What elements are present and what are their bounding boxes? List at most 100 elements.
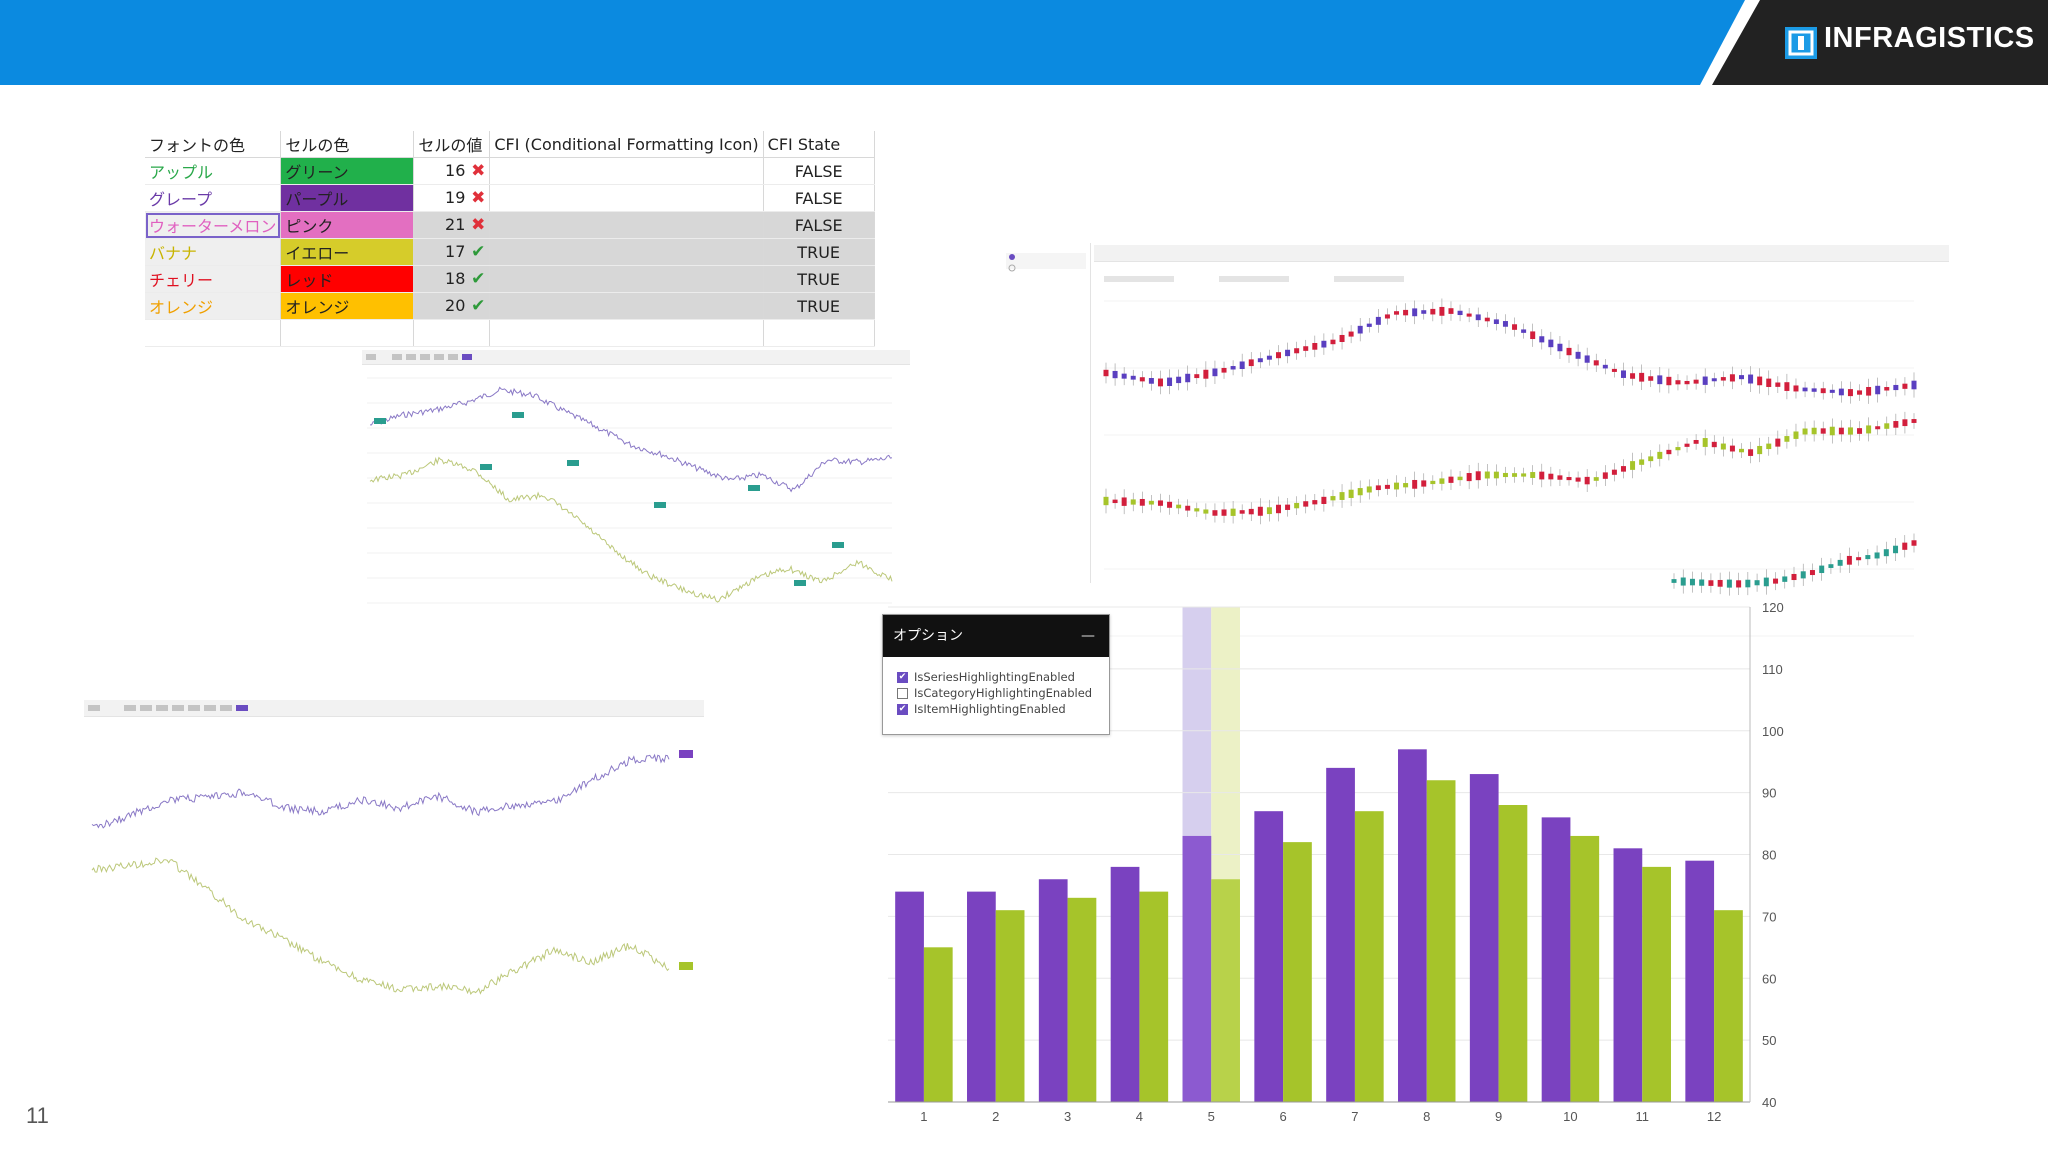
state-cell[interactable]: FALSE <box>763 211 875 239</box>
font-color-cell[interactable]: チェリー <box>145 265 282 293</box>
checkbox-checked-icon[interactable]: ✔ <box>897 703 908 715</box>
candle-body <box>1866 425 1872 434</box>
candle-body <box>1312 500 1318 505</box>
cell-color-cell[interactable]: イエロー <box>280 238 415 266</box>
checkbox-unchecked-icon[interactable] <box>897 687 908 699</box>
bar <box>1139 891 1169 1102</box>
candle-body <box>1121 497 1127 506</box>
state-cell[interactable]: FALSE <box>763 157 875 185</box>
candle-body <box>1230 366 1236 370</box>
cfi-cell[interactable] <box>489 238 764 266</box>
chart-toolbar[interactable] <box>362 350 910 365</box>
candle-body <box>1639 459 1645 465</box>
candle-body <box>1784 382 1790 391</box>
state-cell[interactable]: TRUE <box>763 292 875 320</box>
candle-body <box>1911 380 1917 390</box>
data-marker <box>679 962 693 970</box>
candle-body <box>1539 471 1545 480</box>
cfi-cell[interactable] <box>489 184 764 212</box>
thumbnail-1-plot <box>366 354 893 604</box>
candle-body <box>1857 390 1863 395</box>
candle-body <box>1185 505 1191 511</box>
value-cell[interactable]: 20 ✔ <box>413 292 491 320</box>
table-row[interactable]: チェリー レッド 18 ✔ TRUE <box>145 265 875 293</box>
x-tick-label: 9 <box>1495 1109 1502 1124</box>
candle-body <box>1820 388 1826 394</box>
font-color-cell[interactable]: オレンジ <box>145 292 282 320</box>
candle-body <box>1375 485 1381 491</box>
candle-body <box>1729 445 1735 452</box>
option-item-highlighting[interactable]: ✔ IsItemHighlightingEnabled <box>897 701 1109 717</box>
candle-body <box>1121 373 1127 379</box>
cfi-cell[interactable] <box>489 292 764 320</box>
cell-color-cell[interactable]: パープル <box>280 184 415 212</box>
candle-body <box>1357 488 1363 496</box>
value-cell[interactable]: 16 ✖ <box>413 157 491 185</box>
candle-body <box>1793 431 1799 439</box>
candle-body <box>1620 370 1626 378</box>
table-row[interactable]: グレープ パープル 19 ✖ FALSE <box>145 184 875 212</box>
candle-body <box>1630 373 1636 379</box>
legend-chip <box>1334 276 1404 282</box>
state-cell[interactable]: TRUE <box>763 265 875 293</box>
candle-body <box>1611 469 1617 475</box>
candle-body <box>1775 438 1781 447</box>
font-color-cell[interactable]: グレープ <box>145 184 282 212</box>
table-row[interactable]: バナナ イエロー 17 ✔ TRUE <box>145 238 875 266</box>
candle-body <box>1530 472 1536 478</box>
y-tick-label: 90 <box>1762 786 1776 801</box>
candle-body <box>1421 480 1427 487</box>
table-row[interactable]: オレンジ オレンジ 20 ✔ TRUE <box>145 292 875 320</box>
cell-color-cell[interactable]: ピンク <box>280 211 415 239</box>
y-tick-label: 70 <box>1762 909 1776 924</box>
minimize-button[interactable]: — <box>1081 628 1095 644</box>
candle-body <box>1671 579 1677 583</box>
candle-body <box>1557 475 1563 480</box>
state-cell[interactable]: TRUE <box>763 238 875 266</box>
state-cell[interactable]: FALSE <box>763 184 875 212</box>
candle-body <box>1754 580 1760 586</box>
value-cell[interactable]: 18 ✔ <box>413 265 491 293</box>
candle-body <box>1893 545 1899 554</box>
conditional-formatting-table: フォントの色 セルの色 セルの値 CFI (Conditional Format… <box>145 131 875 347</box>
check-icon: ✔ <box>471 242 486 262</box>
cfi-cell[interactable] <box>489 211 764 239</box>
value-cell[interactable]: 21 ✖ <box>413 211 491 239</box>
candle-body <box>1802 428 1808 435</box>
candle-body <box>1484 471 1490 479</box>
toolbar-button-icon <box>366 354 376 360</box>
candle-body <box>1384 484 1390 489</box>
checkbox-checked-icon[interactable]: ✔ <box>897 671 908 683</box>
font-color-cell[interactable]: ウォーターメロン <box>145 211 282 239</box>
option-series-highlighting[interactable]: ✔ IsSeriesHighlightingEnabled <box>897 669 1109 685</box>
cell-color-cell[interactable]: グリーン <box>280 157 415 185</box>
chart-toolbar[interactable] <box>1094 245 1949 262</box>
candle-body <box>1791 573 1797 581</box>
table-row-empty <box>145 319 875 347</box>
candle-body <box>1539 336 1545 343</box>
font-color-cell[interactable]: バナナ <box>145 238 282 266</box>
chart-toolbar[interactable] <box>84 700 704 717</box>
candle-body <box>1430 308 1436 315</box>
cell-color-cell[interactable]: オレンジ <box>280 292 415 320</box>
table-row[interactable]: アップル グリーン 16 ✖ FALSE <box>145 157 875 185</box>
table-row[interactable]: ウォーターメロン ピンク 21 ✖ FALSE <box>145 211 875 239</box>
bar <box>1426 780 1456 1102</box>
bar <box>995 910 1025 1102</box>
candle-body <box>1275 504 1281 514</box>
cfi-cell[interactable] <box>489 265 764 293</box>
cell-color-cell[interactable]: レッド <box>280 265 415 293</box>
bar <box>1685 860 1715 1102</box>
option-category-highlighting[interactable]: IsCategoryHighlightingEnabled <box>897 685 1109 701</box>
value-cell[interactable]: 17 ✔ <box>413 238 491 266</box>
cfi-cell[interactable] <box>489 157 764 185</box>
toolbar-button-icon <box>204 705 216 711</box>
header-cfi-state: CFI State <box>763 131 875 158</box>
candle-body <box>1221 367 1227 373</box>
font-color-cell[interactable]: アップル <box>145 157 282 185</box>
candle-body <box>1212 368 1218 377</box>
candle-body <box>1521 329 1527 333</box>
value-cell[interactable]: 19 ✖ <box>413 184 491 212</box>
candle-body <box>1639 372 1645 382</box>
